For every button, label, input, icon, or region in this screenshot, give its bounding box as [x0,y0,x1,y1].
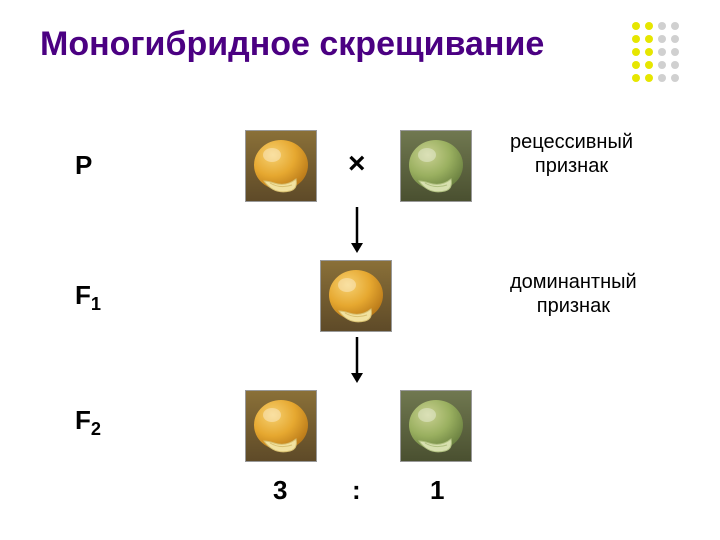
ratio-colon: : [352,475,361,506]
seed-f2-green [400,390,472,462]
seed-f1-yellow [320,260,392,332]
label-f1: F1 [75,280,101,315]
annotation-dominant-l2: признак [537,295,610,317]
arrow-p-to-f1 [347,205,367,255]
label-p-text: P [75,150,92,180]
label-f2-sub: 2 [91,419,101,439]
annotation-dominant: доминантный признак [510,270,637,318]
label-f2-text: F [75,405,91,435]
label-p: P [75,150,92,181]
annotation-recessive-l1: рецессивный [510,131,633,153]
seed-p-parent2-green [400,130,472,202]
seed-p-parent1-yellow [245,130,317,202]
annotation-recessive: рецессивный признак [510,130,633,178]
annotation-dominant-l1: доминантный [510,271,637,293]
seed-f2-yellow [245,390,317,462]
arrow-f1-to-f2 [347,335,367,385]
ratio-left: 3 [273,475,287,506]
decorative-dot-grid [630,20,690,97]
page-title: Моногибридное скрещивание [40,25,544,64]
cross-symbol: × [348,147,366,181]
annotation-recessive-l2: признак [535,155,608,177]
label-f2: F2 [75,405,101,440]
label-f1-text: F [75,280,91,310]
ratio-right: 1 [430,475,444,506]
label-f1-sub: 1 [91,294,101,314]
